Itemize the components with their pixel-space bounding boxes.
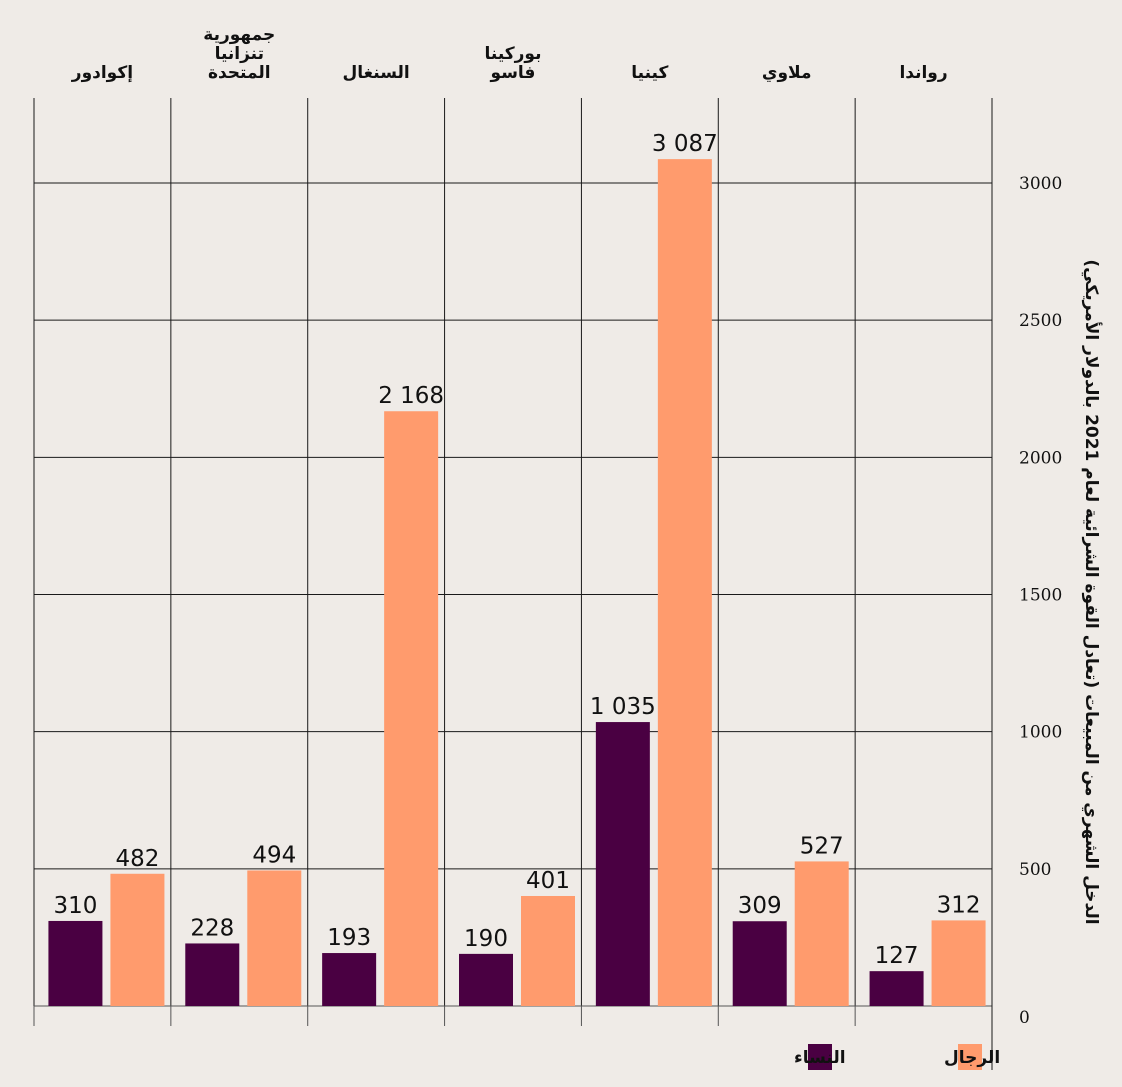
bar-women	[595, 722, 650, 1006]
value-label-women: 310	[53, 893, 97, 919]
bar-men	[931, 920, 986, 1006]
bars	[48, 159, 986, 1006]
value-label-men: 2 168	[378, 383, 444, 409]
category-label: المتحدة	[208, 63, 271, 83]
value-labels: 127 312 309 527 1 035 3 087 190 401 193 2 168 228 4…	[53, 131, 980, 969]
value-label-men: 494	[252, 842, 296, 868]
value-label-women: 1 035	[590, 694, 656, 720]
y-tick-label: 1500	[1019, 586, 1062, 606]
bar-women	[48, 920, 103, 1006]
value-label-men: 312	[937, 892, 981, 918]
y-tick-label: 0	[1019, 1008, 1030, 1028]
category-label: إكوادور	[71, 63, 133, 83]
bar-women	[185, 943, 240, 1006]
bar-women	[869, 971, 924, 1006]
bar-men	[521, 895, 575, 1006]
bar-men	[384, 411, 439, 1006]
bar-women	[732, 921, 787, 1006]
value-label-women: 127	[875, 943, 919, 969]
category-label: كينيا	[631, 63, 668, 83]
y-tick-label: 2500	[1019, 311, 1062, 331]
y-tick-label: 1000	[1019, 723, 1062, 743]
y-tick-label: 3000	[1019, 174, 1062, 194]
bar-men	[657, 159, 712, 1006]
legend-label: الرجال	[944, 1048, 1000, 1068]
category-label: بوركينا	[485, 44, 542, 64]
y-tick-labels: 0 500 1000 1500 2000 2500 3000	[1019, 174, 1062, 1028]
legend: الرجال النساء	[794, 1044, 1000, 1070]
legend-swatch	[808, 1044, 832, 1070]
value-label-women: 193	[327, 925, 371, 951]
y-tick-label: 2000	[1019, 448, 1062, 468]
value-label-women: 309	[738, 893, 782, 919]
bar-men	[794, 861, 849, 1006]
category-label: تنزانيا	[215, 44, 264, 64]
category-label: السنغال	[343, 63, 410, 83]
value-label-men: 527	[800, 833, 844, 859]
category-label: جمهورية	[203, 25, 275, 45]
category-label: ملاوي	[762, 63, 812, 83]
value-label-men: 3 087	[652, 131, 718, 157]
bar-women	[459, 953, 513, 1006]
bar-men	[247, 870, 302, 1006]
value-label-men: 401	[526, 868, 570, 894]
category-label: فاسو	[490, 63, 536, 83]
y-axis-label: الدخل الشهري من المبيعات (تعادل القوة ال…	[1081, 259, 1102, 924]
value-label-women: 228	[190, 915, 234, 941]
value-label-men: 482	[115, 846, 159, 872]
bar-men	[110, 873, 165, 1006]
y-tick-label: 500	[1019, 860, 1051, 880]
legend-label: النساء	[794, 1048, 846, 1068]
bar-women	[322, 953, 377, 1006]
legend-swatch	[958, 1044, 982, 1070]
category-label: رواندا	[899, 63, 947, 83]
value-label-women: 190	[464, 926, 508, 952]
